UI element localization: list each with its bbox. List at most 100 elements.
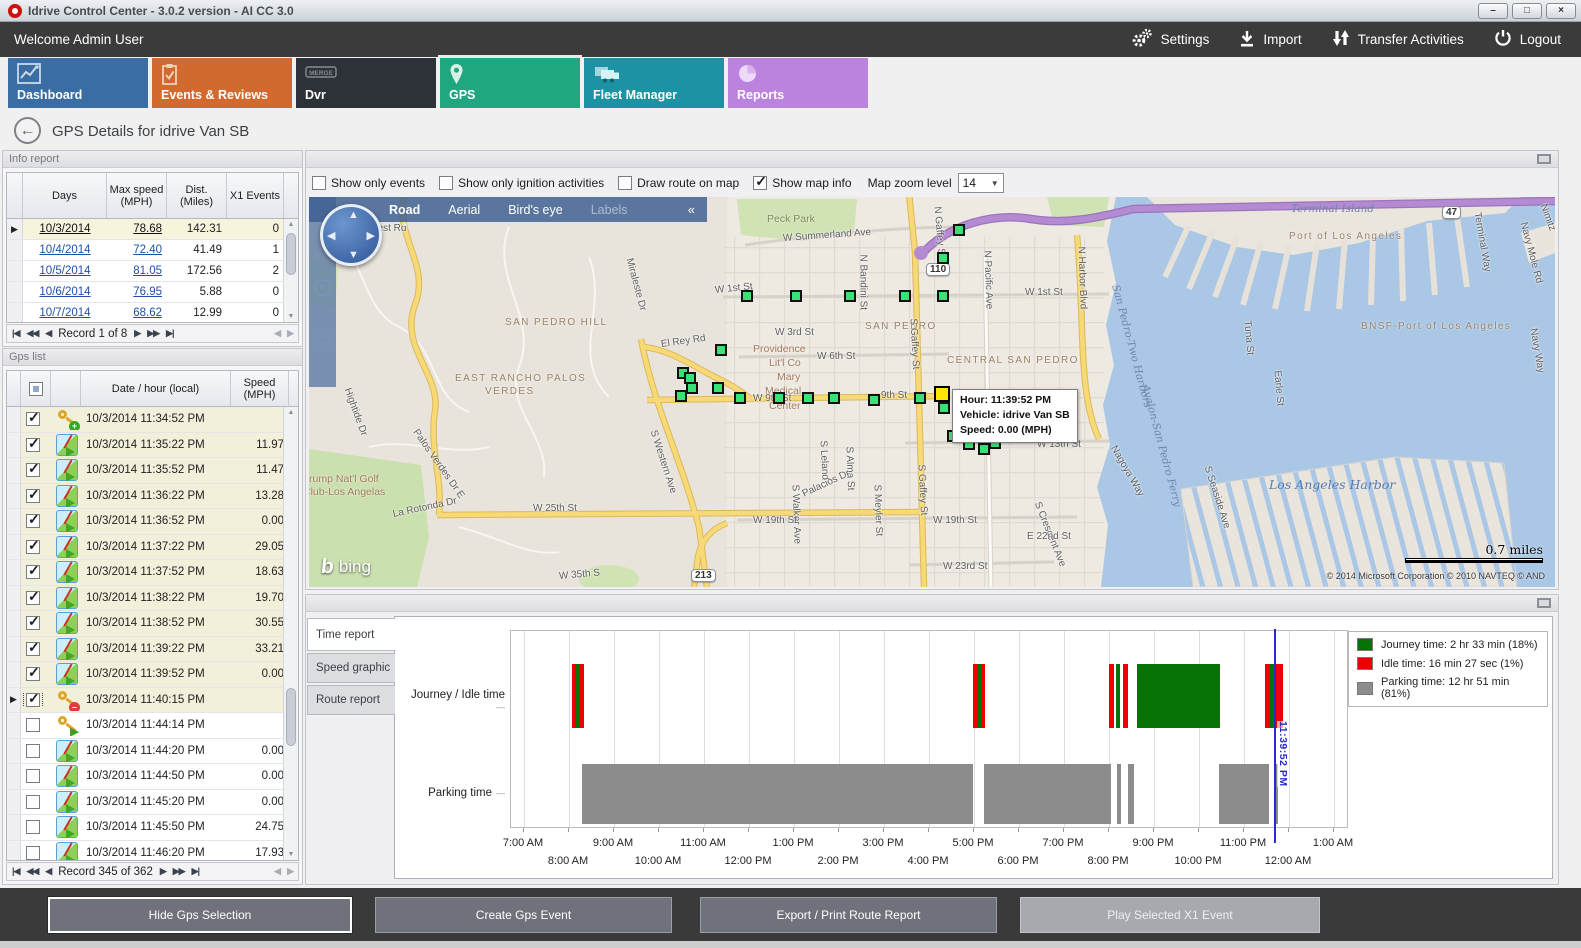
max-speed-link[interactable]: 78.68 xyxy=(133,223,162,235)
checkbox-cell[interactable] xyxy=(21,488,51,503)
option-draw-route-on-map[interactable]: Draw route on map xyxy=(618,176,739,190)
days-cell[interactable]: 10/3/2014 xyxy=(23,223,107,235)
days-link[interactable]: 10/4/2014 xyxy=(39,244,91,256)
option-show-map-info[interactable]: Show map info xyxy=(753,173,852,190)
gps-pager-icon[interactable]: ▶ xyxy=(159,866,167,876)
gps-marker[interactable] xyxy=(937,290,949,302)
info-hscroll-left-icon[interactable]: ◀ xyxy=(274,328,281,338)
gps-marker[interactable] xyxy=(868,394,880,406)
checkbox-cell[interactable] xyxy=(21,718,51,733)
info-report-pager[interactable]: |◀ ◀◀ ◀ Record 1 of 8 ▶ ▶▶ ▶| ◀ ▶ xyxy=(6,324,299,343)
map-view-aerial[interactable]: Aerial xyxy=(448,202,481,217)
option-checkbox[interactable] xyxy=(618,176,633,190)
row-checkbox[interactable] xyxy=(26,437,40,452)
gps-pager-icon[interactable]: ◀ xyxy=(45,866,52,876)
gps-list-pager[interactable]: |◀ ◀◀ ◀ Record 345 of 362 ▶ ▶▶ ▶| ◀ ▶ xyxy=(6,862,299,881)
max-speed-link[interactable]: 76.95 xyxy=(133,286,162,298)
table-row[interactable]: 10/4/2014 72.40 41.49 1 xyxy=(7,240,298,261)
gps-marker[interactable] xyxy=(914,392,926,404)
selected-gps-marker[interactable] xyxy=(934,386,950,402)
checkbox-cell[interactable] xyxy=(21,845,51,860)
option-checkbox[interactable] xyxy=(753,173,768,190)
gps-marker[interactable] xyxy=(686,382,698,394)
hide-gps-selection-button[interactable]: Hide Gps Selection xyxy=(47,896,353,934)
table-row[interactable]: 10/6/2014 76.95 5.88 0 xyxy=(7,282,298,303)
gps-marker[interactable] xyxy=(978,443,990,455)
gps-row[interactable]: 10/3/2014 11:45:50 PM 24.75 xyxy=(7,815,298,841)
row-checkbox[interactable] xyxy=(23,692,43,707)
days-cell[interactable]: 10/6/2014 xyxy=(23,286,107,298)
row-checkbox[interactable] xyxy=(26,488,40,503)
row-checkbox[interactable] xyxy=(26,820,40,835)
info-hscroll-right-icon[interactable]: ▶ xyxy=(287,328,294,338)
gps-marker[interactable] xyxy=(712,382,724,394)
row-checkbox[interactable] xyxy=(26,616,40,631)
days-link[interactable]: 10/7/2014 xyxy=(39,307,91,319)
row-checkbox[interactable] xyxy=(26,463,40,478)
days-link[interactable]: 10/5/2014 xyxy=(39,265,91,277)
scroll-down-icon[interactable]: ▼ xyxy=(287,313,295,320)
tab-reports[interactable]: Reports xyxy=(728,58,868,108)
collapse-toolbar-icon[interactable]: « xyxy=(687,202,695,217)
gps-marker[interactable] xyxy=(802,392,814,404)
max-speed-cell[interactable]: 78.68 xyxy=(107,223,167,235)
column-header[interactable]: Dist. (Miles) xyxy=(167,173,227,218)
tab-gps[interactable]: GPS xyxy=(438,55,582,108)
gps-row[interactable]: 10/3/2014 11:39:52 PM 0.00 xyxy=(7,662,298,688)
checkbox-cell[interactable] xyxy=(21,463,51,478)
column-header[interactable]: X1 Events xyxy=(227,173,284,218)
option-show-only-events[interactable]: Show only events xyxy=(312,176,425,190)
column-header[interactable]: Date / hour (local) xyxy=(81,371,231,406)
gps-pager-icon[interactable]: ◀◀ xyxy=(26,866,39,876)
checkbox-cell[interactable] xyxy=(21,514,51,529)
tab-time-report[interactable]: Time report xyxy=(307,618,396,651)
tab-dashboard[interactable]: Dashboard xyxy=(8,58,148,108)
checkbox-cell[interactable] xyxy=(21,412,51,427)
tab-fleet-manager[interactable]: Fleet Manager xyxy=(584,58,724,108)
checkbox-cell[interactable] xyxy=(21,590,51,605)
days-cell[interactable]: 10/5/2014 xyxy=(23,265,107,277)
max-speed-link[interactable]: 81.05 xyxy=(133,265,162,277)
days-cell[interactable]: 10/4/2014 xyxy=(23,244,107,256)
row-checkbox[interactable] xyxy=(26,718,40,733)
checkbox-cell[interactable] xyxy=(21,616,51,631)
row-checkbox[interactable] xyxy=(26,412,40,427)
tab-dvr[interactable]: MERGE Dvr xyxy=(296,58,436,108)
gps-marker[interactable] xyxy=(844,290,856,302)
import-button[interactable]: Import xyxy=(1239,30,1302,50)
gps-row[interactable]: 10/3/2014 11:45:20 PM 0.00 xyxy=(7,789,298,815)
gps-marker[interactable] xyxy=(715,344,727,356)
gps-marker[interactable] xyxy=(734,392,746,404)
info-pager-icon[interactable]: ▶ xyxy=(134,328,141,338)
select-all-checkbox[interactable] xyxy=(28,381,43,396)
row-checkbox[interactable] xyxy=(26,590,40,605)
gps-pager-icon[interactable]: |◀ xyxy=(12,866,21,876)
row-checkbox[interactable] xyxy=(26,769,40,784)
max-speed-cell[interactable]: 72.40 xyxy=(107,244,167,256)
gps-pager-icon[interactable]: ▶▶ xyxy=(172,866,186,876)
pan-east-icon[interactable]: ▶ xyxy=(366,230,375,242)
gps-row[interactable]: 10/3/2014 11:44:50 PM 0.00 xyxy=(7,764,298,790)
settings-button[interactable]: Settings xyxy=(1130,28,1209,51)
gps-row[interactable]: 10/3/2014 11:38:22 PM 19.70 xyxy=(7,585,298,611)
option-checkbox[interactable] xyxy=(439,176,454,190)
row-checkbox[interactable] xyxy=(26,641,40,656)
max-speed-link[interactable]: 68.62 xyxy=(133,307,162,319)
gps-marker[interactable] xyxy=(828,392,840,404)
gps-row[interactable]: 10/3/2014 11:46:20 PM 17.93 xyxy=(7,840,298,860)
map-view-bird-s-eye[interactable]: Bird's eye xyxy=(508,202,563,217)
gps-row[interactable]: 10/3/2014 11:39:22 PM 33.21 xyxy=(7,636,298,662)
row-checkbox[interactable] xyxy=(26,845,40,860)
close-button[interactable]: × xyxy=(1546,3,1576,19)
tab-route-report[interactable]: Route report xyxy=(307,685,395,715)
max-speed-link[interactable]: 72.40 xyxy=(133,244,162,256)
tab-speed-graphic[interactable]: Speed graphic xyxy=(307,653,395,683)
column-header[interactable]: Max speed (MPH) xyxy=(107,173,167,218)
gps-marker[interactable] xyxy=(937,252,949,264)
row-checkbox[interactable] xyxy=(26,794,40,809)
gps-row[interactable]: 10/3/2014 11:35:22 PM 11.97 xyxy=(7,432,298,458)
gps-row[interactable]: 10/3/2014 11:35:52 PM 11.47 xyxy=(7,458,298,484)
pan-north-icon[interactable]: ▲ xyxy=(348,209,359,221)
gps-marker[interactable] xyxy=(899,290,911,302)
option-show-only-ignition-activities[interactable]: Show only ignition activities xyxy=(439,176,604,190)
